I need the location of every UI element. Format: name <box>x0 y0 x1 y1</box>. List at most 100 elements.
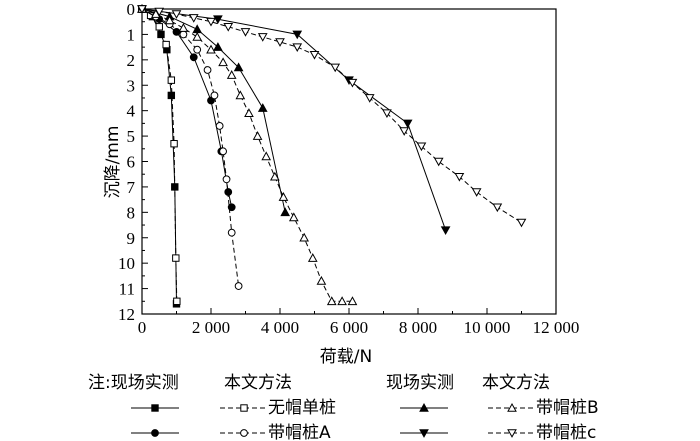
point-capped-pile-b-method <box>192 31 203 41</box>
point-capped-pile-c-method <box>471 188 482 197</box>
y-tick-label: 11 <box>119 280 135 299</box>
legend-symbol-uncapped-pile-field <box>131 404 179 412</box>
legend-note: 注:现场实测 <box>88 373 179 393</box>
point-capped-pile-b-method <box>316 275 327 285</box>
legend-entry-capped-pile-c: 带帽桩c <box>536 423 596 441</box>
legend-marker <box>419 429 429 438</box>
series-capped-pile-c-method <box>137 5 527 228</box>
legend-entry-uncapped-pile: 无帽单桩 <box>268 398 336 418</box>
legend-symbols <box>131 402 536 438</box>
line-uncapped-pile-field <box>141 8 177 304</box>
point-capped-pile-b-field <box>192 24 203 34</box>
x-tick-label: 12 000 <box>533 318 580 337</box>
legend-entry-capped-pile-b: 带帽桩B <box>536 398 599 418</box>
point-capped-pile-b-method <box>252 131 263 140</box>
point-capped-pile-b-method <box>226 70 237 79</box>
series-uncapped-pile-field <box>138 5 181 308</box>
point-capped-pile-a-method <box>203 66 212 74</box>
point-capped-pile-c-method <box>433 157 444 167</box>
legend-marker <box>151 429 159 437</box>
point-capped-pile-b-field <box>257 103 268 112</box>
line-capped-pile-a-method <box>141 8 240 287</box>
legend: 注:现场实测 本文方法 现场实测 本文方法 无帽单桩 带帽桩A 带帽桩B 带帽桩… <box>88 373 599 441</box>
point-capped-pile-c-field <box>292 30 303 40</box>
point-uncapped-pile-method <box>172 254 180 262</box>
point-capped-pile-c-method <box>364 94 375 103</box>
point-capped-pile-c-method <box>454 172 465 182</box>
x-tick-label: 10 000 <box>464 318 511 337</box>
x-tick-label: 4 000 <box>261 318 299 337</box>
legend-entry-capped-pile-a: 带帽桩A <box>268 423 331 441</box>
point-capped-pile-b-method <box>164 15 175 25</box>
legend-method-header-right: 本文方法 <box>482 373 550 393</box>
y-tick-label: 7 <box>127 178 136 197</box>
point-capped-pile-c-method <box>347 78 358 88</box>
y-tick-label: 1 <box>127 25 136 44</box>
point-capped-pile-a-field <box>227 203 236 212</box>
point-capped-pile-b-method <box>337 296 347 306</box>
legend-marker <box>419 402 429 412</box>
point-capped-pile-a-method <box>219 147 227 156</box>
x-axis-ticks: 0 2 000 4 000 6 000 8 000 10 000 12 000 <box>138 308 580 337</box>
legend-method-header-left: 本文方法 <box>224 373 292 393</box>
point-capped-pile-b-method <box>347 296 358 306</box>
point-capped-pile-c-method <box>171 10 182 19</box>
y-tick-label: 2 <box>127 51 136 70</box>
y-axis-label: 沉降/mm <box>103 126 123 199</box>
legend-symbol-capped-pile-c-field <box>400 429 448 438</box>
point-uncapped-pile-method <box>170 140 178 148</box>
point-capped-pile-b-method <box>288 212 299 222</box>
y-tick-label: 10 <box>118 254 135 273</box>
point-capped-pile-a-field <box>189 53 198 62</box>
series-capped-pile-b-method <box>137 3 358 306</box>
point-uncapped-pile-field <box>157 30 165 39</box>
point-capped-pile-b-field <box>233 62 244 72</box>
point-capped-pile-c-field <box>402 119 413 129</box>
point-capped-pile-c-method <box>240 28 251 37</box>
point-capped-pile-c-field <box>440 226 451 235</box>
point-capped-pile-c-method <box>188 14 199 23</box>
y-tick-label: 12 <box>118 305 135 324</box>
point-uncapped-pile-method <box>167 76 176 84</box>
series-layer <box>137 3 527 308</box>
point-capped-pile-c-method <box>382 109 392 119</box>
legend-marker <box>240 404 248 412</box>
legend-symbol-capped-pile-b-method <box>488 402 536 412</box>
point-capped-pile-a-method <box>234 282 243 290</box>
legend-field-header-right: 现场实测 <box>386 373 454 393</box>
point-capped-pile-a-method <box>179 30 188 39</box>
point-capped-pile-c-method <box>257 33 268 42</box>
point-capped-pile-c-method <box>137 5 147 14</box>
point-capped-pile-c-method <box>292 43 303 52</box>
line-capped-pile-c-method <box>141 8 522 223</box>
point-capped-pile-b-method <box>261 151 272 161</box>
line-capped-pile-a-field <box>141 8 233 208</box>
x-tick-label: 2 000 <box>192 318 230 337</box>
point-uncapped-pile-method <box>155 23 163 31</box>
legend-symbol-capped-pile-b-field <box>400 402 448 412</box>
y-tick-label: 8 <box>127 203 136 222</box>
y-tick-label: 6 <box>127 153 136 172</box>
legend-marker <box>507 402 517 412</box>
line-uncapped-pile-method <box>141 8 178 302</box>
legend-marker <box>240 429 248 437</box>
point-capped-pile-c-method <box>309 50 320 60</box>
y-tick-label: 5 <box>127 127 136 146</box>
series-uncapped-pile-method <box>138 5 181 305</box>
point-capped-pile-b-field <box>280 207 291 217</box>
x-tick-label: 0 <box>138 318 147 337</box>
point-capped-pile-c-method <box>154 7 165 17</box>
point-capped-pile-c-method <box>275 38 285 47</box>
y-tick-label: 4 <box>127 102 136 121</box>
point-capped-pile-b-method <box>326 296 337 306</box>
point-capped-pile-c-field <box>213 15 223 24</box>
point-uncapped-pile-method <box>173 297 181 305</box>
point-capped-pile-a-method <box>222 175 231 184</box>
legend-marker <box>151 404 159 412</box>
y-tick-label: 3 <box>127 76 136 95</box>
series-capped-pile-c-field <box>137 5 451 235</box>
point-capped-pile-b-method <box>218 57 228 67</box>
legend-symbol-capped-pile-c-method <box>488 429 536 438</box>
